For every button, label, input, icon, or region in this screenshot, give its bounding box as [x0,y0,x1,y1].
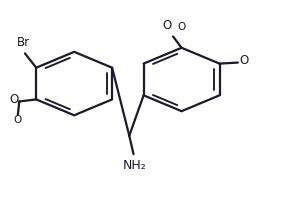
Text: O: O [178,22,186,32]
Text: Br: Br [17,36,30,49]
Text: O: O [162,19,172,32]
Text: O: O [14,115,22,125]
Text: O: O [10,93,19,106]
Text: O: O [239,54,248,67]
Text: NH₂: NH₂ [123,159,147,172]
